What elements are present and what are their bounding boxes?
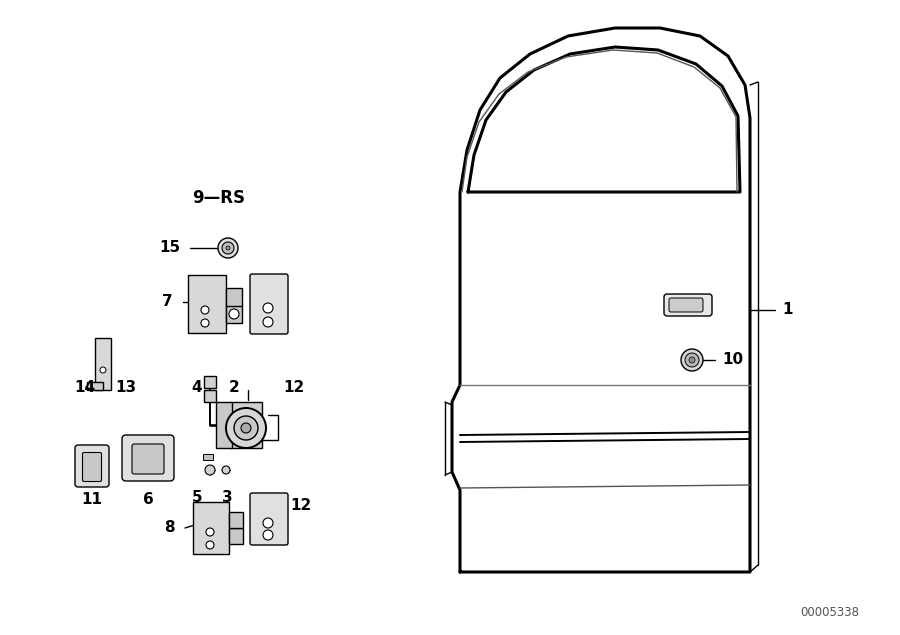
Text: 8: 8	[165, 521, 175, 535]
Circle shape	[263, 518, 273, 528]
Text: 13: 13	[115, 380, 136, 396]
FancyBboxPatch shape	[664, 294, 712, 316]
Circle shape	[263, 303, 273, 313]
Circle shape	[206, 541, 214, 549]
FancyBboxPatch shape	[132, 444, 164, 474]
Bar	[229, 512, 243, 528]
Bar	[230, 402, 262, 448]
Text: 3: 3	[222, 490, 232, 505]
Text: 7: 7	[162, 295, 173, 309]
Circle shape	[685, 353, 699, 367]
FancyBboxPatch shape	[75, 445, 109, 487]
Bar	[204, 376, 216, 388]
Circle shape	[206, 528, 214, 536]
Text: 12: 12	[290, 497, 311, 512]
Circle shape	[201, 319, 209, 327]
FancyBboxPatch shape	[83, 453, 102, 481]
Bar	[204, 390, 216, 402]
Circle shape	[229, 309, 239, 319]
Bar	[95, 338, 111, 390]
Bar	[188, 275, 226, 333]
Text: 14: 14	[74, 380, 95, 396]
Text: 15: 15	[159, 241, 180, 255]
Text: 2: 2	[230, 380, 240, 396]
Bar	[226, 288, 242, 306]
Text: 9—RS: 9—RS	[192, 189, 245, 207]
Circle shape	[218, 238, 238, 258]
Text: 11: 11	[82, 493, 103, 507]
Circle shape	[681, 349, 703, 371]
Circle shape	[234, 416, 258, 440]
Bar	[203, 454, 213, 460]
Text: 4: 4	[192, 380, 202, 396]
Circle shape	[226, 408, 266, 448]
FancyBboxPatch shape	[250, 493, 288, 545]
Circle shape	[205, 465, 215, 475]
Text: 5: 5	[192, 490, 202, 505]
Circle shape	[201, 306, 209, 314]
Text: 1: 1	[782, 302, 793, 318]
Text: 10: 10	[722, 352, 743, 368]
Circle shape	[226, 246, 230, 250]
Text: 6: 6	[142, 493, 153, 507]
FancyBboxPatch shape	[669, 298, 703, 312]
Text: 00005338: 00005338	[800, 606, 860, 618]
Circle shape	[222, 242, 234, 254]
Circle shape	[689, 357, 695, 363]
Bar	[229, 528, 243, 544]
Bar	[216, 402, 232, 448]
Bar	[87, 382, 103, 390]
Bar	[226, 305, 242, 323]
Circle shape	[241, 423, 251, 433]
Circle shape	[263, 530, 273, 540]
Circle shape	[263, 317, 273, 327]
Bar	[193, 502, 229, 554]
FancyBboxPatch shape	[122, 435, 174, 481]
Text: 12: 12	[283, 380, 304, 396]
Circle shape	[222, 466, 230, 474]
Circle shape	[100, 367, 106, 373]
FancyBboxPatch shape	[250, 274, 288, 334]
